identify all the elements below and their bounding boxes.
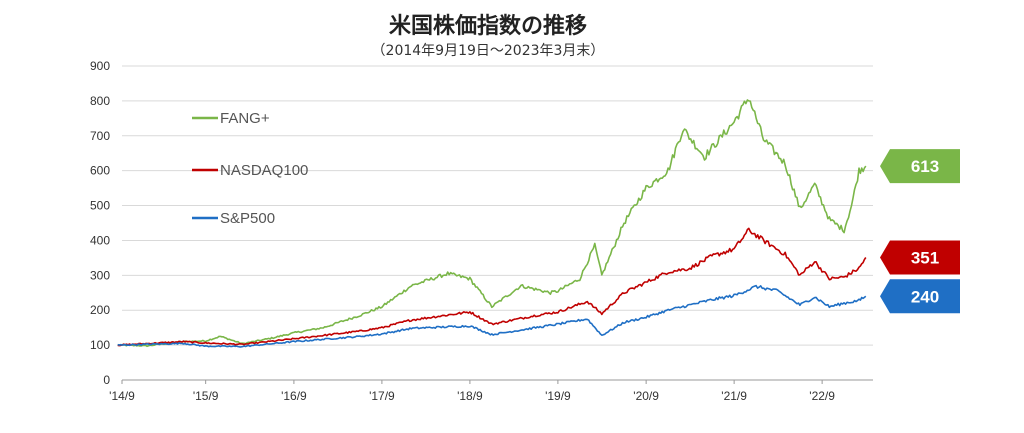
x-tick-label: '15/9 <box>193 389 219 403</box>
nasdaq100-end-tag <box>880 240 960 275</box>
sp500-end-tag <box>880 279 960 314</box>
fang-end-tag <box>880 149 960 184</box>
y-tick-label: 300 <box>90 268 110 282</box>
y-tick-label: 100 <box>90 338 110 352</box>
x-tick-label: '20/9 <box>633 389 659 403</box>
legend: FANG+ NASDAQ100 S&P500 <box>192 110 308 227</box>
x-tick-label: '21/9 <box>721 389 747 403</box>
x-tick-label: '16/9 <box>281 389 307 403</box>
axes: 0 100 200 300 400 500 600 700 800 900 '14/9 '15/9 '1… <box>90 59 873 403</box>
y-tick-label: 500 <box>90 199 110 213</box>
chart-title: 米国株価指数の推移 <box>388 14 587 39</box>
y-tick-label: 200 <box>90 303 110 317</box>
sp500-line <box>117 284 867 348</box>
y-tick-label: 900 <box>90 59 110 73</box>
gridlines <box>122 65 873 346</box>
nasdaq100-end-value: 351 <box>911 249 939 268</box>
sp500-legend-label: S&P500 <box>220 210 275 227</box>
fang-end-value: 613 <box>911 157 939 176</box>
fang-legend-label: FANG+ <box>220 110 270 127</box>
y-tick-label: 400 <box>90 233 110 247</box>
x-tick-label: '14/9 <box>109 389 135 403</box>
y-tick-label: 600 <box>90 164 110 178</box>
chart-subtitle: （2014年9月19日～2023年3月末） <box>371 43 605 59</box>
x-tick-label: '19/9 <box>545 389 571 403</box>
y-tick-label: 700 <box>90 129 110 143</box>
end-labels: 613 351 240 <box>880 149 960 314</box>
x-tick-label: '18/9 <box>457 389 483 403</box>
y-tick-label: 800 <box>90 94 110 108</box>
x-tick-label: '17/9 <box>369 389 395 403</box>
series-lines <box>117 99 867 348</box>
nasdaq100-line <box>117 227 867 347</box>
x-tick-label: '22/9 <box>809 389 835 403</box>
y-tick-label: 0 <box>103 373 110 387</box>
nasdaq100-legend-label: NASDAQ100 <box>220 162 308 179</box>
sp500-end-value: 240 <box>911 287 939 306</box>
